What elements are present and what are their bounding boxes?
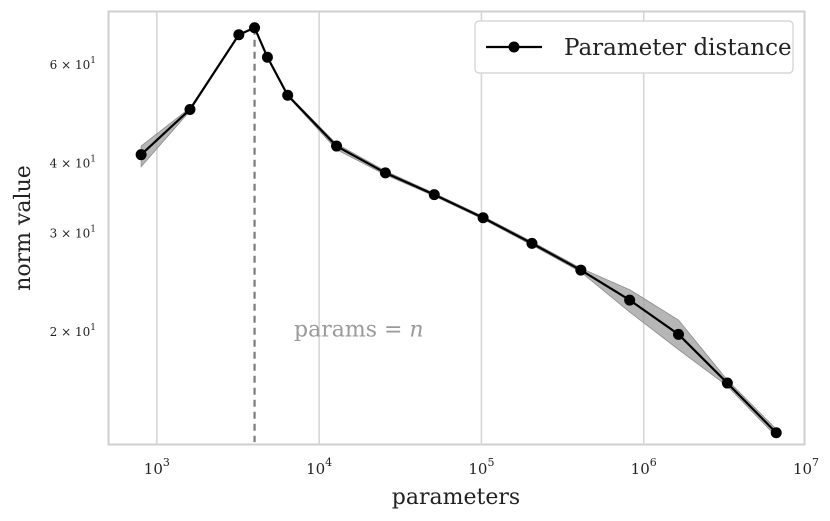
legend-label: Parameter distance bbox=[564, 35, 792, 61]
y-tick-label: 3 × 101 bbox=[50, 224, 96, 240]
x-tick-label: 107 bbox=[793, 456, 819, 478]
data-point bbox=[249, 22, 261, 34]
y-tick-label: 4 × 101 bbox=[50, 155, 96, 171]
gridlines bbox=[156, 12, 645, 445]
x-tick-label: 106 bbox=[631, 456, 657, 478]
data-point bbox=[233, 29, 245, 41]
data-point bbox=[379, 167, 391, 179]
data-point bbox=[184, 103, 196, 115]
data-point bbox=[135, 149, 147, 161]
y-tick-label: 6 × 101 bbox=[50, 56, 96, 72]
y-tick-label: 2 × 101 bbox=[50, 323, 96, 339]
x-tick-label: 103 bbox=[144, 456, 170, 478]
annotation-text-variable: n bbox=[409, 317, 423, 342]
data-point bbox=[770, 427, 782, 439]
series-line bbox=[140, 26, 777, 434]
data-point bbox=[526, 237, 538, 249]
series-points bbox=[135, 22, 782, 439]
data-point bbox=[261, 51, 273, 63]
y-axis-title: norm value bbox=[11, 165, 36, 291]
data-point bbox=[428, 189, 440, 201]
x-axis-title: parameters bbox=[392, 485, 520, 510]
legend-marker-swatch bbox=[508, 41, 520, 53]
data-point bbox=[331, 140, 343, 152]
x-tick-label: 104 bbox=[306, 456, 332, 478]
data-point bbox=[624, 294, 636, 306]
x-tick-label: 105 bbox=[468, 456, 494, 478]
data-point bbox=[721, 377, 733, 389]
series-lines bbox=[140, 26, 777, 434]
y-tick-labels: 2 × 101 3 × 101 4 × 101 6 × 101 bbox=[50, 56, 96, 339]
annotation-text-prefix: params = bbox=[294, 317, 409, 342]
plot-frame bbox=[107, 10, 806, 446]
data-point bbox=[477, 212, 489, 224]
annotation-text: params = n bbox=[294, 317, 424, 342]
legend: Parameter distance bbox=[474, 20, 794, 74]
data-point bbox=[282, 89, 294, 101]
x-tick-labels: 103 104 105 106 107 bbox=[144, 456, 819, 478]
legend-box bbox=[474, 20, 794, 74]
data-point bbox=[575, 264, 587, 276]
data-point bbox=[673, 328, 685, 340]
